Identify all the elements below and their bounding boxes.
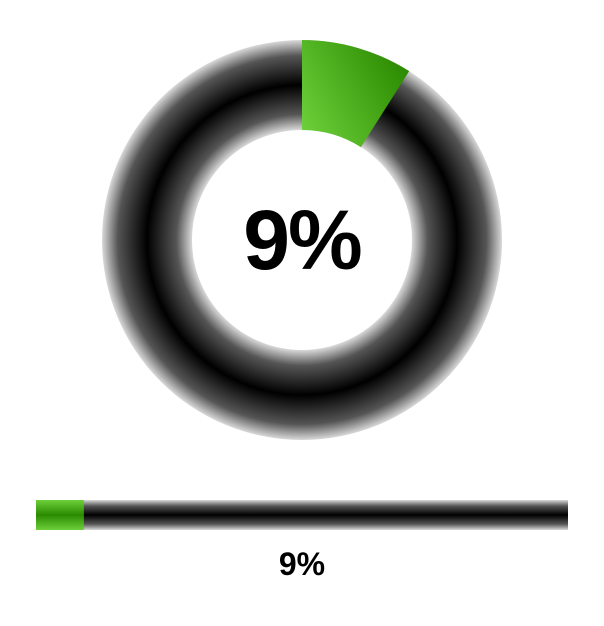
linear-progress-fill (36, 500, 84, 530)
linear-progress-track (36, 500, 568, 530)
linear-progress (36, 500, 568, 530)
radial-progress-label: 9% (243, 198, 360, 282)
radial-progress: 9% (102, 40, 502, 440)
linear-progress-label: 9% (279, 548, 325, 580)
stage: 9% 9% (0, 0, 604, 626)
linear-progress-svg (36, 500, 568, 530)
